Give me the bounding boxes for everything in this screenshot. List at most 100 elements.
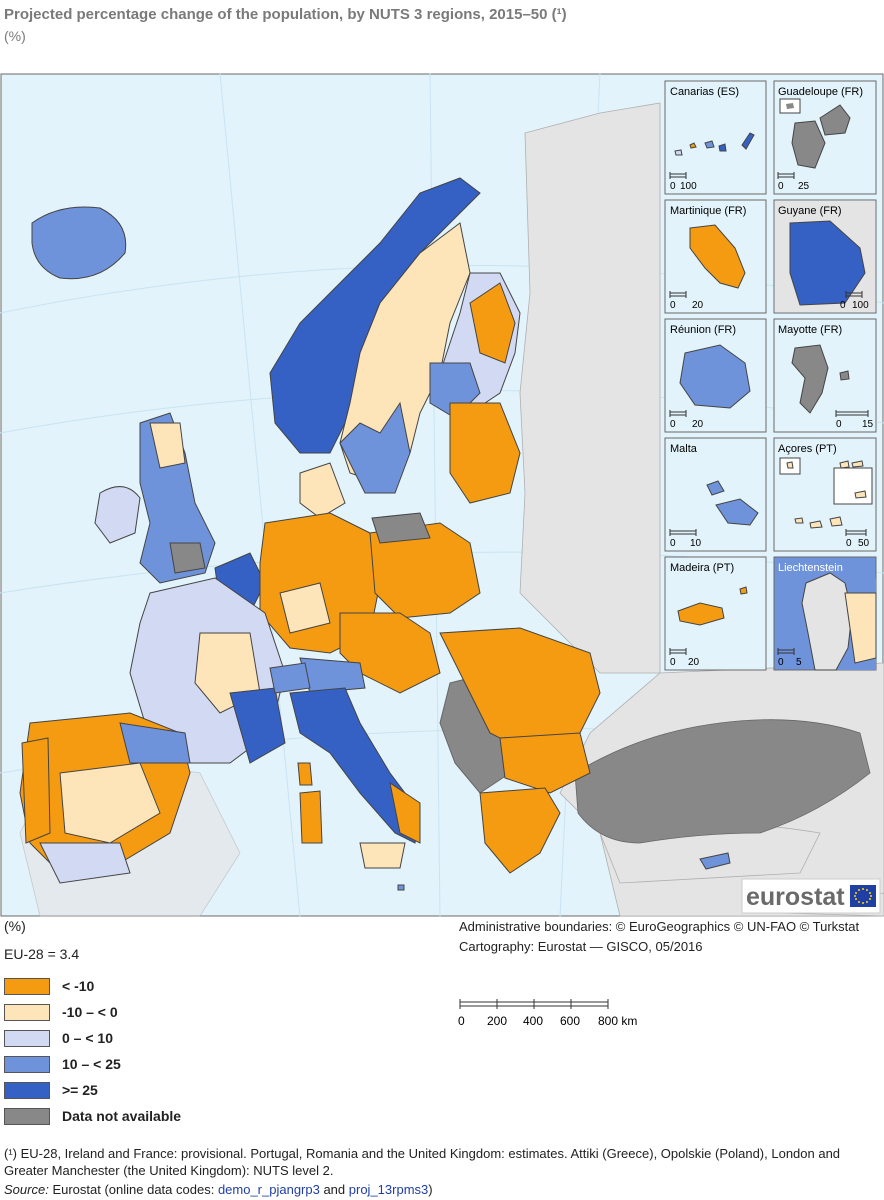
scale-tick: 200 xyxy=(487,1014,507,1028)
inset-scale-left: 0 xyxy=(670,538,676,549)
legend-item: 10 – < 25 xyxy=(4,1054,121,1074)
central-europe-region xyxy=(339,612,441,694)
map-area[interactable]: Canarias (ES) 0 100 Guadeloupe (FR) 0 25… xyxy=(0,73,884,917)
germany-south-region xyxy=(279,582,331,634)
inset-scale-right: 20 xyxy=(688,657,700,668)
finland-east-region xyxy=(469,282,516,364)
denmark-region xyxy=(299,462,346,519)
source-label: Source: xyxy=(4,1182,49,1197)
europe-map[interactable]: Canarias (ES) 0 100 Guadeloupe (FR) 0 25… xyxy=(0,73,884,917)
inset-martinique: Martinique (FR) 0 20 xyxy=(664,199,767,314)
inset-scale-right: 5 xyxy=(796,657,802,668)
inset-liechtenstein: Liechtenstein 0 5 xyxy=(773,556,877,671)
legend-label: 0 – < 10 xyxy=(62,1030,113,1046)
iceland-region xyxy=(31,206,127,280)
inset-scale-right: 15 xyxy=(862,419,874,430)
inset-malta: Malta 0 10 xyxy=(664,437,767,552)
inset-title-canarias: Canarias (ES) xyxy=(670,86,739,98)
inset-title-guyane: Guyane (FR) xyxy=(778,205,842,217)
credits-boundaries: Administrative boundaries: © EuroGeograp… xyxy=(459,919,860,934)
inset-mayotte: Mayotte (FR) 0 15 xyxy=(773,318,877,433)
logo-text: eurostat xyxy=(746,883,845,911)
scotland-region xyxy=(149,422,186,469)
spain-east-region xyxy=(119,722,191,764)
legend-label: Data not available xyxy=(62,1108,182,1124)
france-southeast-region xyxy=(229,687,286,764)
inset-scale-left: 0 xyxy=(836,419,842,430)
portugal-region xyxy=(21,737,51,844)
legend-swatch xyxy=(4,977,50,995)
inset-canarias: Canarias (ES) 0 100 xyxy=(664,80,767,195)
legend-item: -10 – < 0 xyxy=(4,1002,118,1022)
legend-label: 10 – < 25 xyxy=(62,1056,121,1072)
bulgaria-region xyxy=(499,732,591,794)
ireland-region xyxy=(94,486,141,544)
scale-bar: 0 200 400 600 800 km xyxy=(458,999,637,1028)
eu-stars-icon xyxy=(854,888,872,904)
inset-scale-right: 100 xyxy=(680,181,697,192)
legend-swatch xyxy=(4,1003,50,1021)
credits-cartography: Cartography: Eurostat — GISCO, 05/2016 xyxy=(459,939,703,954)
data-code-link[interactable]: proj_13rpms3 xyxy=(348,1182,429,1197)
source-close: ) xyxy=(428,1182,433,1197)
cyprus-region xyxy=(699,852,731,870)
legend-heading: (%) xyxy=(4,918,26,934)
inset-guadeloupe: Guadeloupe (FR) 0 25 xyxy=(773,80,877,195)
scale-tick: 600 xyxy=(560,1014,580,1028)
inset-title-madeira: Madeira (PT) xyxy=(670,562,734,574)
inset-scale-left: 0 xyxy=(846,538,852,549)
map-title: Projected percentage change of the popul… xyxy=(4,6,567,23)
london-region xyxy=(169,542,206,574)
scale-tick: 800 km xyxy=(598,1014,637,1028)
source-text: Eurostat (online data codes: xyxy=(52,1182,218,1197)
source-and: and xyxy=(319,1182,349,1197)
inset-guyane: Guyane (FR) 0 100 xyxy=(773,199,877,314)
inset-title-guadeloupe: Guadeloupe (FR) xyxy=(778,86,863,98)
eu-flag-icon xyxy=(850,885,876,907)
poland-region xyxy=(369,522,481,619)
inset-madeira: Madeira (PT) 0 20 xyxy=(664,556,767,671)
footnote: (¹) EU-28, Ireland and France: provision… xyxy=(4,1146,841,1178)
spain-south-region xyxy=(39,842,131,884)
inset-title-malta: Malta xyxy=(670,443,698,455)
spain-central-region xyxy=(59,762,161,844)
inset-title-reunion: Réunion (FR) xyxy=(670,324,736,336)
inset-scale-right: 10 xyxy=(690,538,702,549)
legend-swatch xyxy=(4,1081,50,1099)
legend-eu-value: EU-28 = 3.4 xyxy=(4,946,80,962)
malta-region xyxy=(397,884,405,891)
corsica-region xyxy=(297,762,313,786)
insets: Canarias (ES) 0 100 Guadeloupe (FR) 0 25… xyxy=(664,80,877,671)
italy-region xyxy=(289,687,421,844)
legend-swatch xyxy=(4,1029,50,1047)
inset-scale-left: 0 xyxy=(670,419,676,430)
data-code-link[interactable]: demo_r_pjangrp3 xyxy=(217,1182,320,1197)
legend-swatch xyxy=(4,1107,50,1125)
legend-item: < -10 xyxy=(4,976,94,996)
inset-scale-right: 20 xyxy=(692,300,704,311)
inset-scale-right: 100 xyxy=(852,300,869,311)
inset-scale-left: 0 xyxy=(670,300,676,311)
sardinia-region xyxy=(299,790,323,844)
inset-reunion: Réunion (FR) 0 20 xyxy=(664,318,767,433)
inset-title-martinique: Martinique (FR) xyxy=(670,205,746,217)
inset-scale-left: 0 xyxy=(840,300,846,311)
inset-title-acores: Açores (PT) xyxy=(778,443,837,455)
inset-scale-left: 0 xyxy=(778,657,784,668)
inset-scale-right: 25 xyxy=(798,181,810,192)
inset-scale-right: 50 xyxy=(858,538,870,549)
switzerland-region xyxy=(269,662,311,694)
inset-title-liechtenstein: Liechtenstein xyxy=(778,562,843,574)
inset-title-mayotte: Mayotte (FR) xyxy=(778,324,842,336)
legend-label: < -10 xyxy=(62,978,95,994)
inset-scale-left: 0 xyxy=(670,657,676,668)
legend-item: Data not available xyxy=(4,1106,181,1126)
sweden-south-region xyxy=(339,401,411,494)
baltics-region xyxy=(449,402,521,504)
inset-scale-right: 20 xyxy=(692,419,704,430)
scale-tick: 0 xyxy=(458,1014,465,1028)
legend-swatch xyxy=(4,1055,50,1073)
inset-acores: Açores (PT) 0 50 xyxy=(773,437,877,552)
legend-item: >= 25 xyxy=(4,1080,98,1100)
greece-region xyxy=(479,787,561,874)
